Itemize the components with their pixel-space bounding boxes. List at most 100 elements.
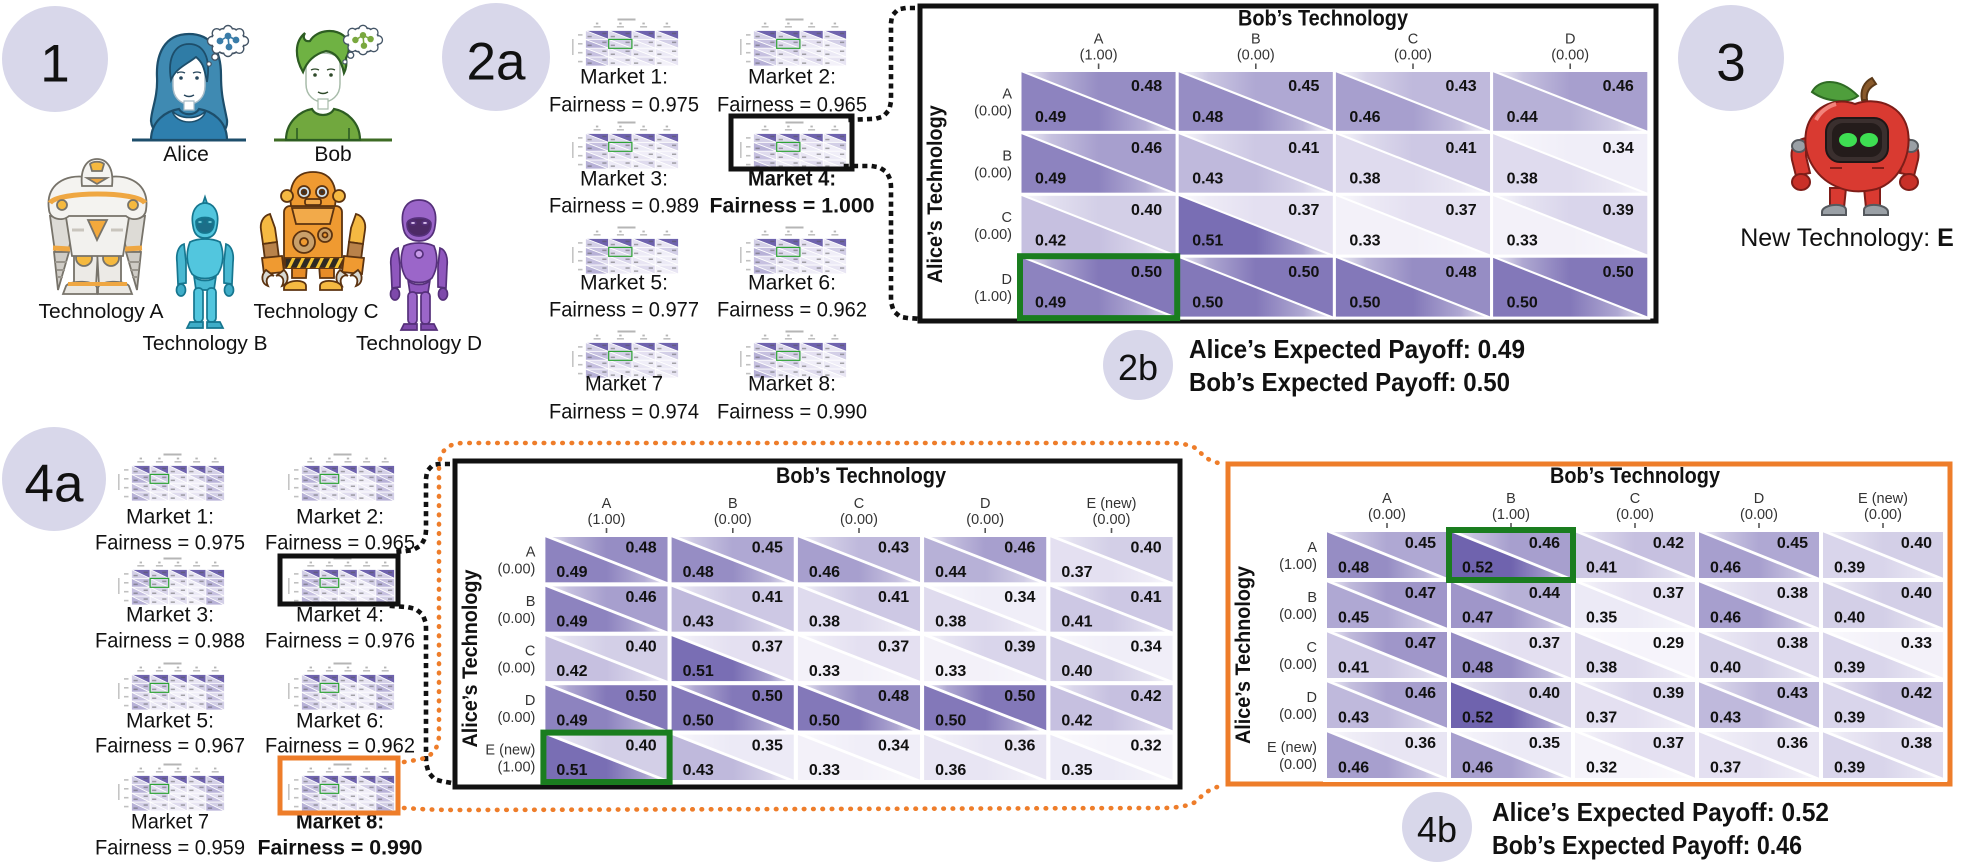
svg-text:0.44: 0.44: [1529, 585, 1560, 602]
svg-text:Alice’s Expected Payoff: 0.49: Alice’s Expected Payoff: 0.49: [1189, 334, 1525, 364]
svg-text:0.38: 0.38: [1901, 735, 1932, 752]
svg-text:A: A: [1094, 32, 1104, 48]
svg-text:0.32: 0.32: [1586, 760, 1617, 777]
svg-text:0.39: 0.39: [1834, 710, 1865, 727]
svg-text:0.34: 0.34: [1603, 140, 1634, 157]
svg-text:D: D: [1565, 32, 1575, 48]
svg-text:0.46: 0.46: [1710, 610, 1741, 627]
svg-text:(0.00): (0.00): [498, 661, 536, 677]
svg-text:A: A: [1382, 491, 1392, 507]
svg-text:Fairness = 0.965: Fairness = 0.965: [265, 532, 415, 555]
svg-text:0.41: 0.41: [1586, 560, 1617, 577]
svg-text:0.49: 0.49: [1035, 171, 1066, 188]
svg-text:0.38: 0.38: [1777, 635, 1808, 652]
svg-text:0.50: 0.50: [683, 712, 714, 729]
svg-text:0.43: 0.43: [1445, 78, 1476, 95]
svg-text:0.39: 0.39: [1603, 202, 1634, 219]
svg-text:4a: 4a: [25, 454, 84, 513]
svg-text:D: D: [1307, 690, 1317, 706]
svg-text:0.42: 0.42: [1653, 535, 1684, 552]
svg-text:0.40: 0.40: [1901, 535, 1932, 552]
svg-text:0.33: 0.33: [1901, 635, 1932, 652]
svg-text:0.36: 0.36: [935, 762, 966, 779]
svg-text:0.43: 0.43: [683, 762, 714, 779]
svg-text:0.34: 0.34: [878, 737, 909, 754]
svg-text:0.35: 0.35: [752, 737, 783, 754]
svg-text:(0.00): (0.00): [1237, 48, 1275, 64]
svg-text:0.43: 0.43: [1710, 710, 1741, 727]
svg-text:1: 1: [40, 34, 69, 93]
svg-text:0.35: 0.35: [1529, 735, 1560, 752]
svg-text:0.49: 0.49: [556, 712, 587, 729]
svg-text:0.41: 0.41: [1061, 614, 1092, 631]
svg-text:(0.00): (0.00): [1616, 507, 1654, 523]
svg-text:Alice’s Technology: Alice’s Technology: [924, 105, 947, 283]
svg-text:C: C: [1307, 640, 1317, 656]
svg-text:0.50: 0.50: [625, 688, 656, 705]
svg-text:(0.00): (0.00): [966, 512, 1004, 528]
svg-text:0.37: 0.37: [1445, 202, 1476, 219]
svg-text:(1.00): (1.00): [974, 289, 1012, 305]
svg-text:0.49: 0.49: [556, 564, 587, 581]
svg-text:Market 1:: Market 1:: [126, 506, 214, 529]
svg-text:Fairness = 0.962: Fairness = 0.962: [265, 735, 415, 758]
svg-text:Market 3:: Market 3:: [580, 168, 668, 191]
svg-text:(0.00): (0.00): [1279, 757, 1317, 773]
svg-text:C: C: [1002, 210, 1012, 226]
svg-text:Bob’s Technology: Bob’s Technology: [776, 463, 947, 488]
svg-text:0.51: 0.51: [556, 762, 587, 779]
svg-text:0.41: 0.41: [1288, 140, 1319, 157]
svg-text:(1.00): (1.00): [588, 512, 626, 528]
svg-text:0.47: 0.47: [1405, 585, 1436, 602]
svg-text:Alice’s Expected Payoff: 0.52: Alice’s Expected Payoff: 0.52: [1492, 797, 1829, 827]
svg-text:0.38: 0.38: [935, 614, 966, 631]
svg-text:Alice: Alice: [163, 143, 209, 166]
svg-text:Market 5:: Market 5:: [126, 710, 214, 733]
svg-text:0.42: 0.42: [1901, 685, 1932, 702]
svg-text:0.46: 0.46: [809, 564, 840, 581]
svg-text:0.36: 0.36: [1405, 735, 1436, 752]
svg-text:0.37: 0.37: [752, 639, 783, 656]
svg-text:0.37: 0.37: [878, 639, 909, 656]
svg-text:0.46: 0.46: [625, 589, 656, 606]
svg-text:0.37: 0.37: [1653, 585, 1684, 602]
svg-text:B: B: [728, 496, 738, 512]
svg-text:0.32: 0.32: [1130, 737, 1161, 754]
svg-text:Technology C: Technology C: [254, 301, 379, 323]
svg-text:New Technology: E: New Technology: E: [1740, 224, 1954, 252]
svg-text:0.40: 0.40: [625, 639, 656, 656]
svg-text:0.38: 0.38: [1777, 585, 1808, 602]
svg-text:0.43: 0.43: [683, 614, 714, 631]
svg-text:B: B: [1002, 148, 1012, 164]
svg-text:0.47: 0.47: [1462, 610, 1493, 627]
svg-text:0.38: 0.38: [1349, 171, 1380, 188]
svg-text:E (new): E (new): [1087, 496, 1137, 512]
svg-text:0.37: 0.37: [1586, 710, 1617, 727]
svg-text:Technology D: Technology D: [356, 333, 482, 355]
svg-text:0.39: 0.39: [1653, 685, 1684, 702]
svg-text:(0.00): (0.00): [974, 165, 1012, 181]
svg-text:0.49: 0.49: [1035, 295, 1066, 312]
svg-text:Fairness = 0.965: Fairness = 0.965: [717, 94, 867, 117]
svg-text:0.42: 0.42: [1130, 688, 1161, 705]
svg-text:Bob’s Expected Payoff: 0.46: Bob’s Expected Payoff: 0.46: [1492, 830, 1802, 860]
svg-text:0.48: 0.48: [1192, 109, 1223, 126]
svg-text:Market 1:: Market 1:: [580, 66, 668, 89]
svg-text:Market 8:: Market 8:: [748, 373, 836, 396]
svg-text:A: A: [1002, 87, 1012, 103]
svg-text:Market 7: Market 7: [585, 373, 663, 396]
svg-text:0.48: 0.48: [1462, 660, 1493, 677]
svg-text:Bob’s Technology: Bob’s Technology: [1550, 463, 1721, 488]
svg-text:E (new): E (new): [485, 742, 535, 758]
svg-text:A: A: [526, 545, 536, 561]
svg-text:(0.00): (0.00): [1740, 507, 1778, 523]
svg-text:0.51: 0.51: [1192, 233, 1223, 250]
svg-text:0.45: 0.45: [1288, 78, 1319, 95]
svg-text:0.33: 0.33: [1349, 233, 1380, 250]
svg-text:0.33: 0.33: [809, 663, 840, 680]
svg-text:0.46: 0.46: [1338, 760, 1369, 777]
svg-text:0.33: 0.33: [809, 762, 840, 779]
svg-text:Fairness = 1.000: Fairness = 1.000: [710, 195, 875, 218]
svg-text:D: D: [980, 496, 990, 512]
svg-text:0.45: 0.45: [1338, 610, 1369, 627]
